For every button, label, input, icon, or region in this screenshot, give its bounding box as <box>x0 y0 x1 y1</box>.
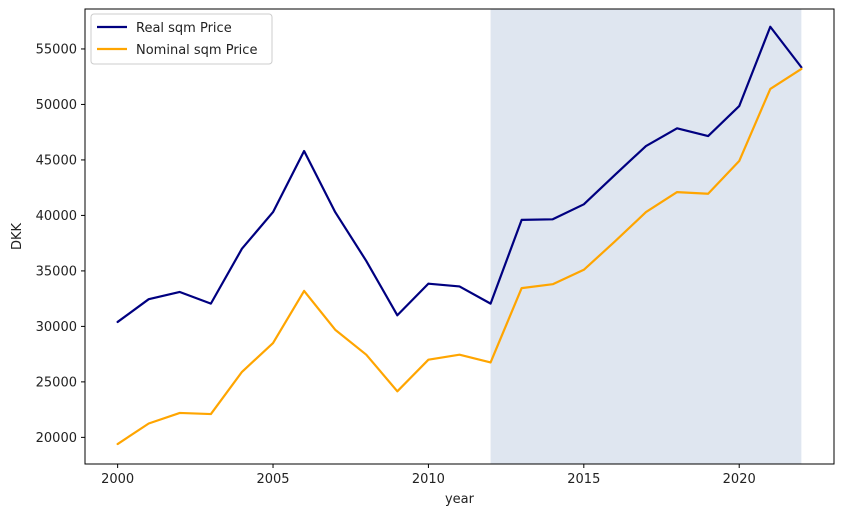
shaded-span-layer <box>490 9 802 464</box>
x-tick-label: 2000 <box>101 472 134 487</box>
x-axis-label: year <box>445 492 475 507</box>
y-tick-label: 40000 <box>36 209 77 224</box>
y-tick-label: 35000 <box>36 264 77 279</box>
x-tick-label: 2020 <box>723 472 756 487</box>
y-tick-label: 50000 <box>36 98 77 113</box>
legend-box <box>90 13 273 65</box>
x-axis-ticks: 2000 2005 2010 2015 2020 <box>101 464 756 487</box>
y-tick-label: 25000 <box>36 375 77 390</box>
legend: Real sqm Price Nominal sqm Price <box>90 13 273 65</box>
shaded-span <box>490 9 802 464</box>
series-layer <box>116 25 803 446</box>
axes-frame <box>84 8 835 465</box>
x-tick-label: 2015 <box>567 472 600 487</box>
x-tick-label: 2010 <box>412 472 445 487</box>
x-tick-label: 2005 <box>256 472 289 487</box>
legend-label: Real sqm Price <box>136 21 232 36</box>
y-axis-label: DKK <box>10 222 25 250</box>
y-tick-label: 30000 <box>36 320 77 335</box>
y-axis-ticks: 20000 25000 30000 35000 40000 45000 50000 55000 <box>36 42 85 446</box>
legend-label: Nominal sqm Price <box>136 43 257 58</box>
y-tick-label: 20000 <box>36 431 77 446</box>
y-tick-label: 45000 <box>36 153 77 168</box>
y-tick-label: 55000 <box>36 42 77 57</box>
